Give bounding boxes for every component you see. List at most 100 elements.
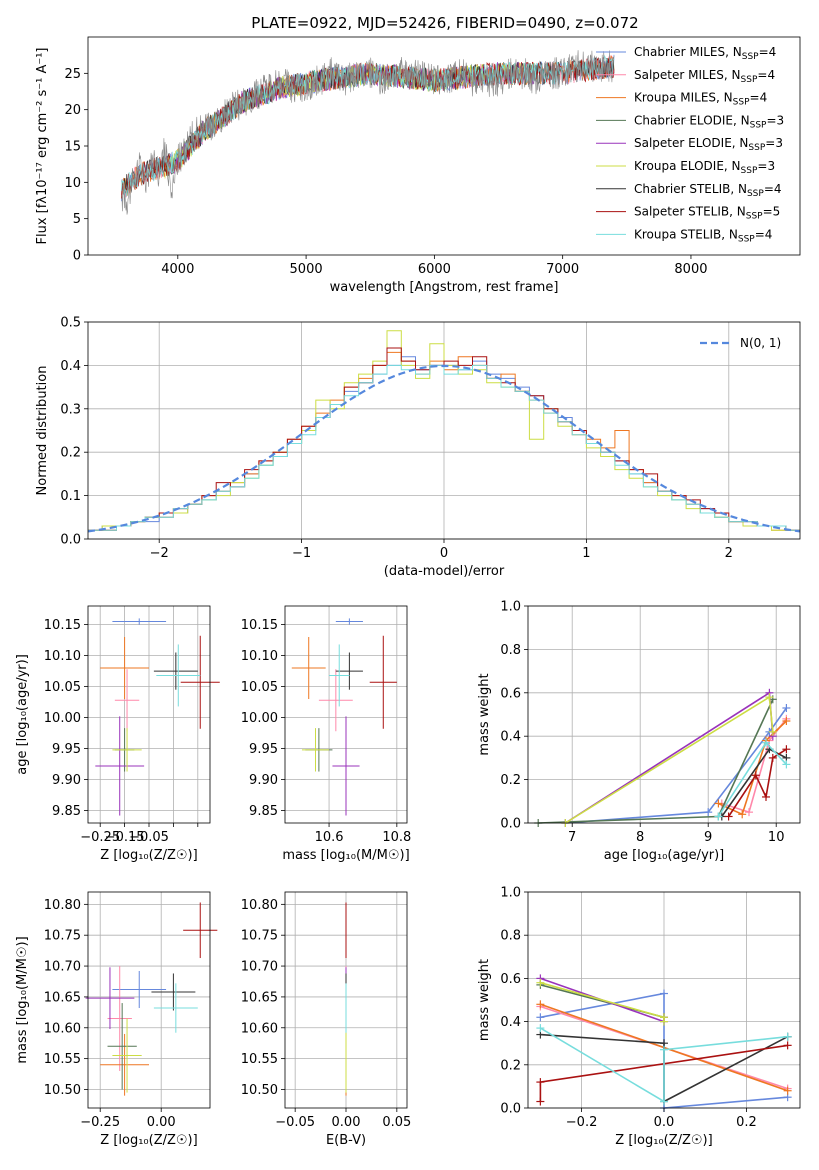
y-tick-label: 10.50 bbox=[241, 1083, 278, 1098]
y-tick-label: 10.75 bbox=[44, 929, 81, 944]
error-bar-point bbox=[151, 973, 196, 1011]
legend-label: Chabrier ELODIE, NSSP=3 bbox=[634, 113, 784, 130]
y-tick-label: 10.05 bbox=[241, 680, 278, 695]
y-tick-label: 0.4 bbox=[60, 359, 81, 374]
error-bar-point bbox=[95, 716, 145, 816]
plot-area bbox=[121, 50, 615, 215]
x-tick-label: 0.05 bbox=[382, 1115, 411, 1130]
y-tick-label: 10.10 bbox=[241, 649, 278, 664]
error-bar-point bbox=[301, 728, 330, 772]
y-tick-label: 9.90 bbox=[52, 773, 81, 788]
weight-marker bbox=[782, 703, 791, 712]
error-bar-point bbox=[156, 644, 201, 707]
x-tick-label: 2 bbox=[725, 546, 733, 561]
y-tick-label: 0.0 bbox=[500, 817, 521, 832]
residuals-panel: −2 −1 0 1 2 0.0 0.1 0.2 0.3 0.4 0.5 (data-model)/er… bbox=[35, 316, 801, 579]
y-tick-label: 0.5 bbox=[60, 316, 81, 331]
y-tick-label: 10.60 bbox=[44, 1021, 81, 1036]
error-bar-point bbox=[369, 635, 397, 729]
axes-frame bbox=[87, 321, 801, 540]
error-bar-point bbox=[100, 1033, 149, 1096]
error-bar-point bbox=[291, 637, 326, 699]
plot-area bbox=[534, 688, 791, 827]
y-tick-label: 10.55 bbox=[241, 1052, 278, 1067]
legend-label: Kroupa STELIB, NSSP=4 bbox=[634, 227, 772, 244]
y-tick-label: 0.3 bbox=[60, 402, 81, 417]
x-tick-label: −0.25 bbox=[80, 1115, 120, 1130]
y-tick-label: 0.2 bbox=[60, 446, 81, 461]
x-tick-label: 4000 bbox=[161, 262, 194, 277]
y-tick-label: 0.1 bbox=[60, 489, 81, 504]
y-axis-label: mass weight bbox=[477, 673, 492, 755]
y-axis-label: Flux [fλ10⁻¹⁷ erg cm⁻² s⁻¹ A⁻¹] bbox=[35, 48, 50, 245]
y-tick-label: 0.2 bbox=[500, 773, 521, 788]
y-tick-label: 5 bbox=[73, 212, 81, 227]
error-bar-point bbox=[107, 1003, 137, 1090]
error-bar-point bbox=[85, 967, 135, 1030]
error-bar-point bbox=[318, 669, 353, 732]
y-tick-label: 0.8 bbox=[500, 929, 521, 944]
normal-curve bbox=[87, 364, 801, 533]
x-tick-label: 0.2 bbox=[736, 1115, 757, 1130]
axes-frame bbox=[527, 891, 801, 1109]
axes-frame bbox=[87, 605, 211, 824]
weight-marker bbox=[783, 1041, 792, 1050]
histogram-step bbox=[88, 364, 800, 531]
y-tick-label: 15 bbox=[64, 140, 81, 155]
x-tick-label: 0.00 bbox=[147, 1115, 176, 1130]
y-tick-label: 10.70 bbox=[241, 960, 278, 975]
x-tick-label: 7000 bbox=[546, 262, 579, 277]
grid bbox=[88, 892, 210, 1108]
error-bar-point bbox=[332, 716, 360, 816]
y-tick-label: 10.15 bbox=[241, 618, 278, 633]
legend-label: Chabrier STELIB, NSSP=4 bbox=[634, 182, 782, 199]
weight-marker bbox=[536, 1078, 545, 1087]
weight-marker bbox=[704, 808, 713, 817]
y-tick-label: 9.85 bbox=[52, 804, 81, 819]
x-tick-label: 1 bbox=[582, 546, 590, 561]
y-tick-label: 9.85 bbox=[249, 804, 278, 819]
y-axis-label: mass weight bbox=[477, 959, 492, 1041]
error-bar-point bbox=[100, 637, 149, 699]
legend-label: Salpeter ELODIE, NSSP=3 bbox=[634, 136, 783, 153]
y-tick-label: 10.60 bbox=[241, 1021, 278, 1036]
x-tick-label: 10.8 bbox=[382, 830, 411, 845]
x-tick-label: −0.05 bbox=[129, 830, 169, 845]
weight-marker bbox=[783, 1086, 792, 1095]
y-tick-label: 0.8 bbox=[500, 643, 521, 658]
x-tick-label: 8000 bbox=[674, 262, 707, 277]
legend-label: Chabrier MILES, NSSP=4 bbox=[634, 45, 776, 62]
y-tick-label: 1.0 bbox=[500, 886, 521, 901]
y-tick-label: 10.65 bbox=[241, 990, 278, 1005]
error-bar-point bbox=[153, 983, 198, 1033]
y-tick-label: 0.4 bbox=[500, 730, 521, 745]
y-axis-label: age [log₁₀(age/yr)] bbox=[15, 654, 30, 775]
y-tick-label: 0.0 bbox=[60, 533, 81, 548]
x-tick-label: −0.2 bbox=[566, 1115, 598, 1130]
x-tick-label: −0.15 bbox=[105, 830, 145, 845]
y-tick-label: 1.0 bbox=[500, 600, 521, 615]
axes-frame bbox=[284, 605, 408, 824]
weight-marker bbox=[783, 1032, 792, 1041]
y-tick-label: 0.6 bbox=[500, 686, 521, 701]
error-bar-point bbox=[180, 635, 220, 729]
mass-vs-ebv-panel: −0.05 0.00 0.05 10.50 10.55 10.60 10.65 10.70 10… bbox=[241, 891, 411, 1148]
figure-title: PLATE=0922, MJD=52426, FIBERID=0490, z=0… bbox=[251, 14, 638, 32]
y-axis-label: mass [log₁₀(M/M☉)] bbox=[15, 936, 30, 1063]
plot-area bbox=[536, 974, 792, 1112]
weight-marker bbox=[660, 1017, 668, 1026]
x-tick-label: 0 bbox=[440, 546, 448, 561]
error-bar-point bbox=[335, 652, 363, 690]
plot-area bbox=[291, 618, 397, 816]
weight-marker bbox=[745, 808, 753, 817]
x-tick-label: 6000 bbox=[418, 262, 451, 277]
y-tick-label: 20 bbox=[64, 103, 81, 118]
y-tick-label: 10.10 bbox=[44, 649, 81, 664]
axes-frame bbox=[284, 891, 408, 1109]
error-bar-point bbox=[329, 644, 350, 707]
legend-label: Salpeter MILES, NSSP=4 bbox=[634, 68, 775, 85]
legend-label: N(0, 1) bbox=[740, 336, 781, 350]
weight-marker bbox=[660, 1045, 668, 1054]
